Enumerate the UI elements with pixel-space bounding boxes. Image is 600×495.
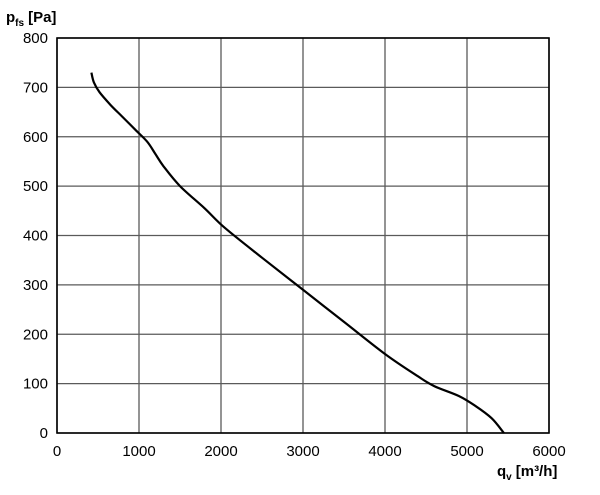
x-tick-label: 3000 (286, 443, 319, 460)
y-tick-label: 500 (23, 178, 48, 195)
x-axis-subscript: v (506, 472, 512, 483)
grid-lines (56, 37, 550, 434)
y-tick-label: 400 (23, 228, 48, 245)
x-tick-label: 0 (53, 443, 61, 460)
y-tick-label: 600 (23, 129, 48, 146)
x-axis-unit: [m³/h] (516, 463, 558, 480)
pressure-flow-curve (90, 72, 505, 434)
x-tick-label: 2000 (204, 443, 237, 460)
y-tick-label: 700 (23, 79, 48, 96)
y-tick-label: 0 (40, 425, 48, 442)
x-tick-label: 5000 (450, 443, 483, 460)
x-axis-symbol: q (497, 463, 506, 480)
y-tick-label: 200 (23, 326, 48, 343)
y-tick-label: 300 (23, 277, 48, 294)
x-tick-label: 1000 (122, 443, 155, 460)
axes (56, 37, 550, 434)
x-tick-label: 6000 (532, 443, 565, 460)
x-tick-labels: 0 1000 2000 3000 4000 5000 6000 (53, 443, 566, 460)
y-tick-label: 800 (23, 30, 48, 47)
y-tick-labels: 0 100 200 300 400 500 600 700 800 (23, 30, 48, 442)
y-tick-label: 100 (23, 376, 48, 393)
plot-frame (56, 37, 550, 434)
series-layer (90, 72, 505, 434)
y-axis-symbol: p (6, 9, 15, 26)
x-axis-label: qv [m³/h] (497, 463, 557, 483)
y-axis-unit: [Pa] (28, 9, 56, 26)
y-axis-label: pfs [Pa] (6, 9, 56, 29)
y-axis-subscript: fs (15, 18, 24, 29)
x-tick-label: 4000 (368, 443, 401, 460)
